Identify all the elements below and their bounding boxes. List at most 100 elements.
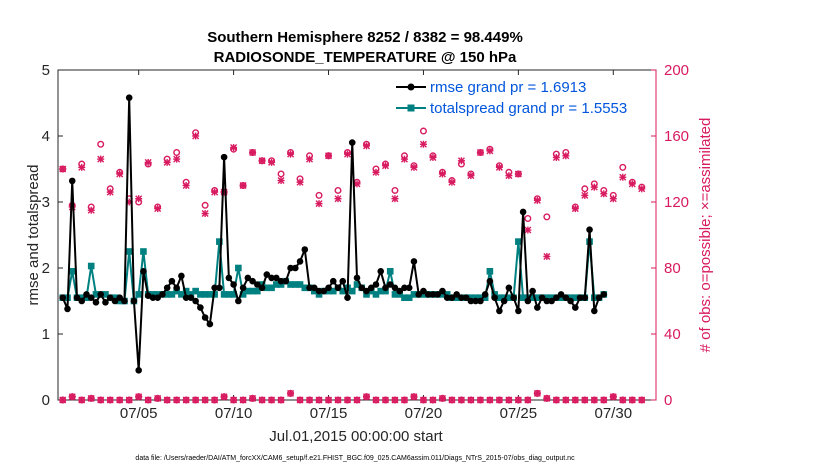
obs-assimilated-point bbox=[381, 162, 389, 170]
rmse-point bbox=[187, 294, 195, 302]
obs-assimilated-point bbox=[87, 206, 95, 214]
data-file-footer: data file: /Users/raeder/DAI/ATM_forcXX/… bbox=[135, 455, 575, 462]
rmse-point bbox=[292, 264, 299, 272]
rmse-point bbox=[97, 291, 105, 298]
left-axis-ticks: 0 1 2 3 4 5 bbox=[42, 62, 63, 409]
rmse-point bbox=[249, 277, 256, 285]
obs-assimilated-point bbox=[552, 396, 560, 404]
totalspread-point bbox=[235, 264, 242, 272]
right-axis-ticks: 0 40 80 120 160 200 bbox=[651, 62, 689, 409]
rmse-point bbox=[515, 307, 522, 315]
totalspread-point bbox=[505, 294, 513, 301]
obs-assimilated-point bbox=[306, 155, 314, 163]
rmse-point bbox=[111, 297, 119, 305]
obs-assimilated-point bbox=[533, 196, 541, 204]
obs-assimilated-point bbox=[249, 394, 257, 402]
obs-assimilated-point bbox=[334, 396, 342, 404]
obs-possible-point bbox=[277, 170, 285, 178]
totalspread-point bbox=[263, 284, 271, 292]
obs-assimilated-point bbox=[154, 205, 162, 213]
totalspread-point bbox=[239, 291, 247, 298]
totalspread-point bbox=[230, 291, 237, 298]
rmse-point bbox=[567, 297, 574, 305]
rmse-point bbox=[320, 287, 328, 295]
y-tick-label: 5 bbox=[42, 62, 50, 79]
rmse-point bbox=[211, 284, 218, 292]
obs-assimilated-point bbox=[391, 195, 399, 203]
rmse-point bbox=[125, 94, 133, 102]
obs-assimilated-point bbox=[116, 170, 124, 178]
obs-assimilated-point bbox=[571, 396, 579, 404]
obs-assimilated-point bbox=[486, 147, 494, 155]
rmse-point bbox=[92, 299, 100, 306]
totalspread-point bbox=[353, 281, 361, 288]
rmse-point bbox=[467, 297, 475, 305]
rmse-point bbox=[192, 297, 199, 305]
rmse-point bbox=[548, 297, 555, 305]
obs-assimilated-point bbox=[211, 396, 219, 404]
obs-assimilated-point bbox=[543, 394, 551, 402]
y2-tick-label: 40 bbox=[664, 326, 681, 343]
obs-assimilated-point bbox=[239, 182, 247, 189]
obs-assimilated-point bbox=[325, 152, 333, 160]
obs-assimilated-point bbox=[514, 170, 522, 178]
rmse-point bbox=[216, 284, 223, 292]
obs-assimilated-point bbox=[87, 394, 95, 402]
rmse-point bbox=[529, 287, 536, 295]
obs-assimilated-point bbox=[467, 396, 475, 404]
totalspread-point bbox=[377, 287, 385, 295]
obs-assimilated-point bbox=[106, 396, 114, 404]
legend-rmse-label: rmse grand pr = 1.6913 bbox=[430, 79, 586, 96]
obs-assimilated-point bbox=[334, 195, 342, 203]
x-tick-label: 07/20 bbox=[405, 405, 443, 422]
obs-assimilated-point bbox=[476, 149, 484, 156]
rmse-point bbox=[586, 226, 593, 234]
rmse-point bbox=[325, 284, 332, 292]
rmse-point bbox=[87, 294, 95, 302]
rmse-point bbox=[154, 294, 161, 302]
rmse-point bbox=[543, 297, 551, 305]
rmse-point bbox=[439, 287, 446, 295]
obs-assimilated-point bbox=[182, 396, 190, 404]
obs-assimilated-point bbox=[600, 190, 608, 198]
rmse-point bbox=[277, 277, 285, 285]
obs-assimilated-point bbox=[173, 155, 181, 163]
totalspread-point bbox=[201, 291, 209, 298]
rmse-point bbox=[83, 291, 90, 298]
obs-possible-point bbox=[419, 127, 427, 135]
rmse-point bbox=[358, 284, 366, 292]
rmse-point bbox=[287, 264, 294, 272]
obs-assimilated-point bbox=[59, 396, 67, 404]
rmse-point bbox=[201, 314, 209, 321]
rmse-point bbox=[500, 297, 508, 305]
obs-assimilated-point bbox=[581, 396, 589, 404]
obs-assimilated-point bbox=[429, 153, 437, 161]
obs-assimilated-point bbox=[372, 396, 380, 404]
obs-assimilated-point bbox=[97, 396, 105, 404]
y2-tick-label: 80 bbox=[664, 260, 681, 277]
rmse-point bbox=[410, 258, 418, 265]
rmse-point bbox=[273, 274, 280, 282]
rmse-point bbox=[68, 177, 76, 185]
obs-assimilated-point bbox=[448, 178, 456, 186]
obs-assimilated-point bbox=[372, 168, 380, 176]
totalspread-point bbox=[197, 291, 204, 298]
obs-assimilated-point bbox=[381, 396, 389, 404]
rmse-point bbox=[572, 304, 579, 311]
totalspread-point bbox=[391, 291, 399, 298]
totalspread-point bbox=[329, 287, 337, 295]
rmse-point bbox=[344, 294, 351, 302]
obs-assimilated-point bbox=[230, 144, 238, 152]
totalspread-point bbox=[163, 291, 171, 298]
obs-assimilated-point bbox=[220, 393, 228, 401]
y-tick-label: 1 bbox=[42, 326, 50, 343]
obs-assimilated-point bbox=[201, 210, 209, 218]
obs-assimilated-point bbox=[277, 177, 285, 185]
totalspread-point bbox=[500, 294, 508, 301]
rmse-point bbox=[135, 367, 142, 374]
rmse-point bbox=[595, 294, 603, 302]
totalspread-point bbox=[472, 294, 479, 301]
obs-assimilated-point bbox=[628, 180, 636, 188]
rmse-point bbox=[391, 284, 399, 292]
rmse-point bbox=[239, 284, 247, 292]
